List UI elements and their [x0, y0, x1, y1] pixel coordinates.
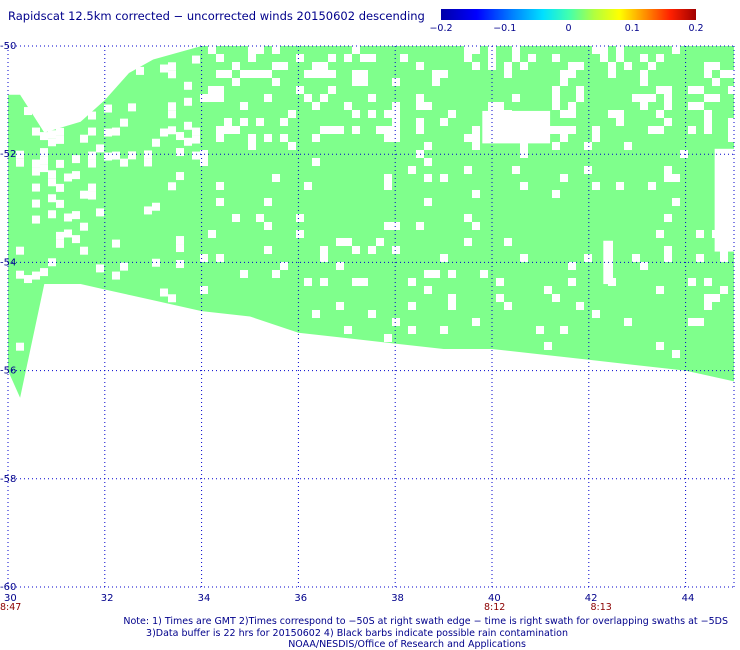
x-axis: 30 32 34 36 38 40 42 44	[4, 593, 694, 604]
time-label: 8:47	[0, 602, 21, 613]
time-labels: 8:47 8:12 8:13	[0, 602, 612, 613]
y-tick-label: -58	[0, 474, 16, 485]
x-tick-label: 36	[294, 593, 307, 604]
y-axis: -50 -52 -54 -56 -58 -60	[0, 41, 16, 593]
y-tick-label: -50	[0, 41, 16, 52]
note-line-2: 3)Data buffer is 22 hrs for 20150602 4) …	[146, 628, 568, 639]
colorbar-label: −0.2	[429, 23, 452, 34]
colorbar-label: −0.1	[493, 23, 516, 34]
x-tick-label: 32	[101, 593, 114, 604]
time-label: 8:12	[484, 602, 505, 613]
colorbar-label: 0.1	[625, 23, 640, 34]
x-tick-label: 30	[4, 593, 17, 604]
colorbar-gradient	[441, 9, 696, 20]
x-tick-label: 42	[585, 593, 598, 604]
colorbar: −0.2 −0.1 0 0.1 0.2	[429, 9, 704, 34]
grid-lines	[7, 45, 735, 588]
note-line-1: Note: 1) Times are GMT 2)Times correspon…	[123, 616, 728, 627]
y-tick-label: -56	[0, 366, 16, 377]
colorbar-label: 0	[565, 23, 571, 34]
plot-area: 30 32 34 36 38 40 42 44 -50 -52 -54 -56 -58 -60 8:47…	[0, 41, 736, 613]
y-tick-label: -54	[0, 257, 16, 268]
colorbar-label: 0.2	[688, 23, 703, 34]
note-line-3: NOAA/NESDIS/Office of Research and Appli…	[288, 639, 526, 650]
x-tick-label: 40	[488, 593, 501, 604]
time-label: 8:13	[590, 602, 611, 613]
y-tick-label: -52	[0, 149, 16, 160]
x-tick-label: 34	[198, 593, 211, 604]
y-tick-label: -60	[0, 582, 16, 593]
chart-title: Rapidscat 12.5km corrected − uncorrected…	[8, 9, 425, 23]
data-gaps	[16, 46, 736, 358]
x-tick-label: 44	[682, 593, 695, 604]
x-tick-label: 38	[391, 593, 404, 604]
